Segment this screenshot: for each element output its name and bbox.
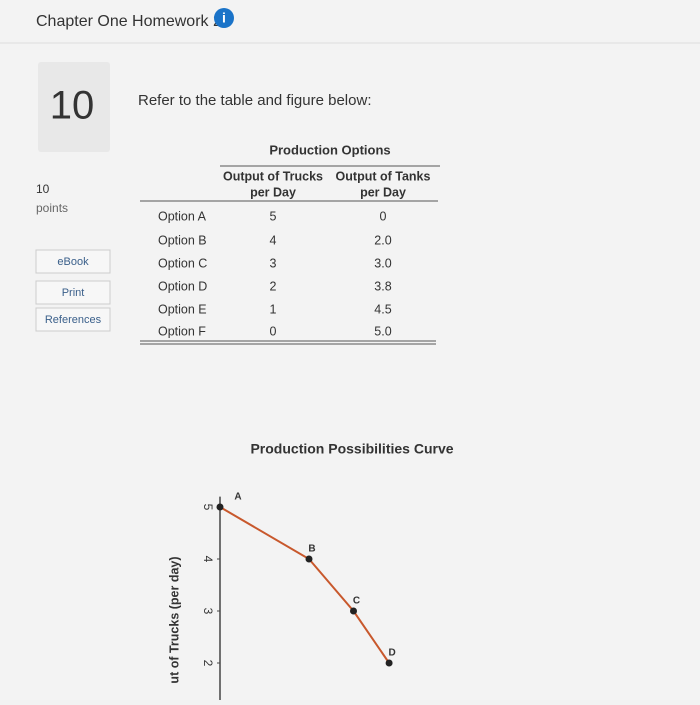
column-header: per Day: [250, 185, 296, 199]
table-cell: 2.0: [374, 233, 391, 247]
row-label: Option B: [158, 233, 207, 247]
question-number-box: [38, 62, 110, 152]
point-label: B: [308, 544, 315, 555]
sidebar-button[interactable]: [35, 280, 111, 305]
column-header: Output of Tanks: [336, 169, 431, 183]
table-cell: 4.5: [374, 302, 391, 316]
points-label: points: [36, 201, 68, 215]
table-cell: 3.8: [374, 279, 391, 293]
point: [350, 607, 357, 615]
table-cell: 2: [270, 279, 277, 293]
sidebar-button-label: eBook: [57, 256, 89, 268]
point-label: A: [234, 492, 241, 503]
point-label: D: [388, 648, 395, 659]
y-axis-label: ut of Trucks (per day): [167, 556, 181, 683]
table-title: Production Options: [269, 142, 390, 157]
column-header: Output of Trucks: [223, 169, 323, 183]
chart-title: Production Possibilities Curve: [250, 441, 453, 457]
point-label: C: [353, 596, 360, 607]
question-prompt: Refer to the table and figure below:: [138, 92, 371, 109]
row-label: Option F: [158, 324, 206, 338]
table-cell: 3.0: [374, 256, 391, 270]
row-label: Option C: [158, 256, 207, 270]
points-value: 10: [36, 182, 50, 196]
table-cell: 0: [270, 324, 277, 338]
sidebar-button[interactable]: [35, 307, 111, 332]
row-label: Option E: [158, 302, 207, 316]
y-tick-label: 4: [201, 556, 215, 563]
table-cell: 5: [270, 209, 277, 223]
y-tick-label: 2: [201, 660, 215, 667]
question-number: 10: [50, 84, 95, 128]
ppc-line: [219, 506, 390, 664]
point: [385, 659, 393, 667]
sidebar-button[interactable]: [35, 249, 111, 274]
y-tick-label: 5: [201, 504, 215, 511]
info-icon-glyph: i: [222, 10, 226, 26]
table-cell: 4: [270, 233, 277, 247]
header-title: Chapter One Homework 2: [36, 13, 222, 30]
sidebar-button-label: References: [45, 314, 102, 326]
point: [216, 503, 224, 511]
row-label: Option D: [158, 279, 207, 293]
row-label: Option A: [158, 209, 207, 223]
column-header: per Day: [360, 185, 406, 199]
table-cell: 1: [270, 302, 277, 316]
sidebar-button-label: Print: [62, 287, 85, 299]
table-cell: 3: [270, 256, 277, 270]
table-cell: 0: [380, 209, 387, 223]
info-icon[interactable]: [214, 8, 234, 28]
table-cell: 5.0: [374, 324, 391, 338]
y-tick-label: 3: [201, 608, 215, 615]
point: [305, 555, 313, 563]
